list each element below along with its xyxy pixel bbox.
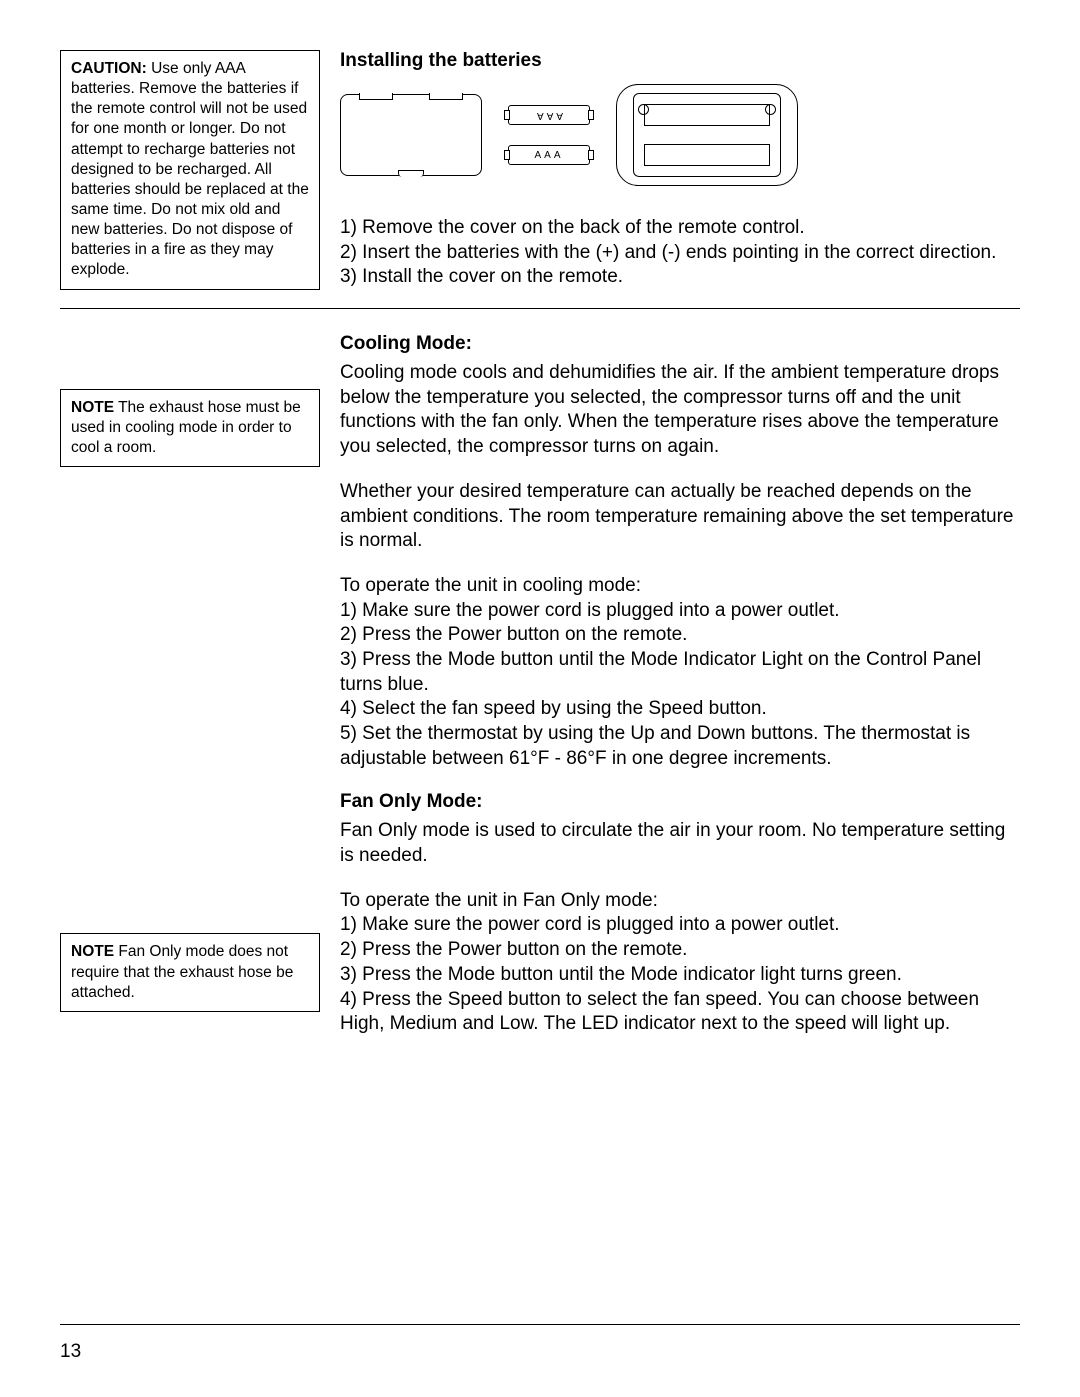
batteries-icon: AAA AAA [508,105,590,165]
cooling-para1: Cooling mode cools and dehumidifies the … [340,361,1020,460]
battery-icon: AAA [508,145,590,165]
fan-para1: Fan Only mode is used to circulate the a… [340,819,1020,868]
battery-icon: AAA [508,105,590,125]
note-label: NOTE [71,399,114,416]
cooling-para2: Whether your desired temperature can act… [340,480,1020,554]
caution-box: CAUTION: Use only AAA batteries. Remove … [60,50,320,290]
manual-page: CAUTION: Use only AAA batteries. Remove … [0,0,1080,1397]
fan-para2: To operate the unit in Fan Only mode: 1)… [340,889,1020,1037]
note-box-fan: NOTE Fan Only mode does not require that… [60,933,320,1011]
section-title-fan: Fan Only Mode: [340,791,1020,813]
section-fan-only: NOTE Fan Only mode does not require that… [60,791,1020,1037]
section-installing-batteries: CAUTION: Use only AAA batteries. Remove … [60,50,1020,290]
cooling-para3: To operate the unit in cooling mode: 1) … [340,574,1020,772]
note-label: NOTE [71,943,114,960]
battery-figures: AAA AAA [340,84,1020,186]
section-cooling-mode: NOTE The exhaust hose must be used in co… [60,333,1020,771]
remote-compartment-icon [616,84,798,186]
section-title-batteries: Installing the batteries [340,50,1020,72]
caution-label: CAUTION: [71,60,147,77]
page-number: 13 [60,1341,81,1363]
footer-rule [60,1324,1020,1325]
caution-text: Use only AAA batteries. Remove the batte… [71,60,309,278]
section-title-cooling: Cooling Mode: [340,333,1020,355]
remote-cover-icon [340,94,482,176]
battery-steps: 1) Remove the cover on the back of the r… [340,216,1020,290]
note-box-cooling: NOTE The exhaust hose must be used in co… [60,389,320,467]
divider [60,308,1020,309]
